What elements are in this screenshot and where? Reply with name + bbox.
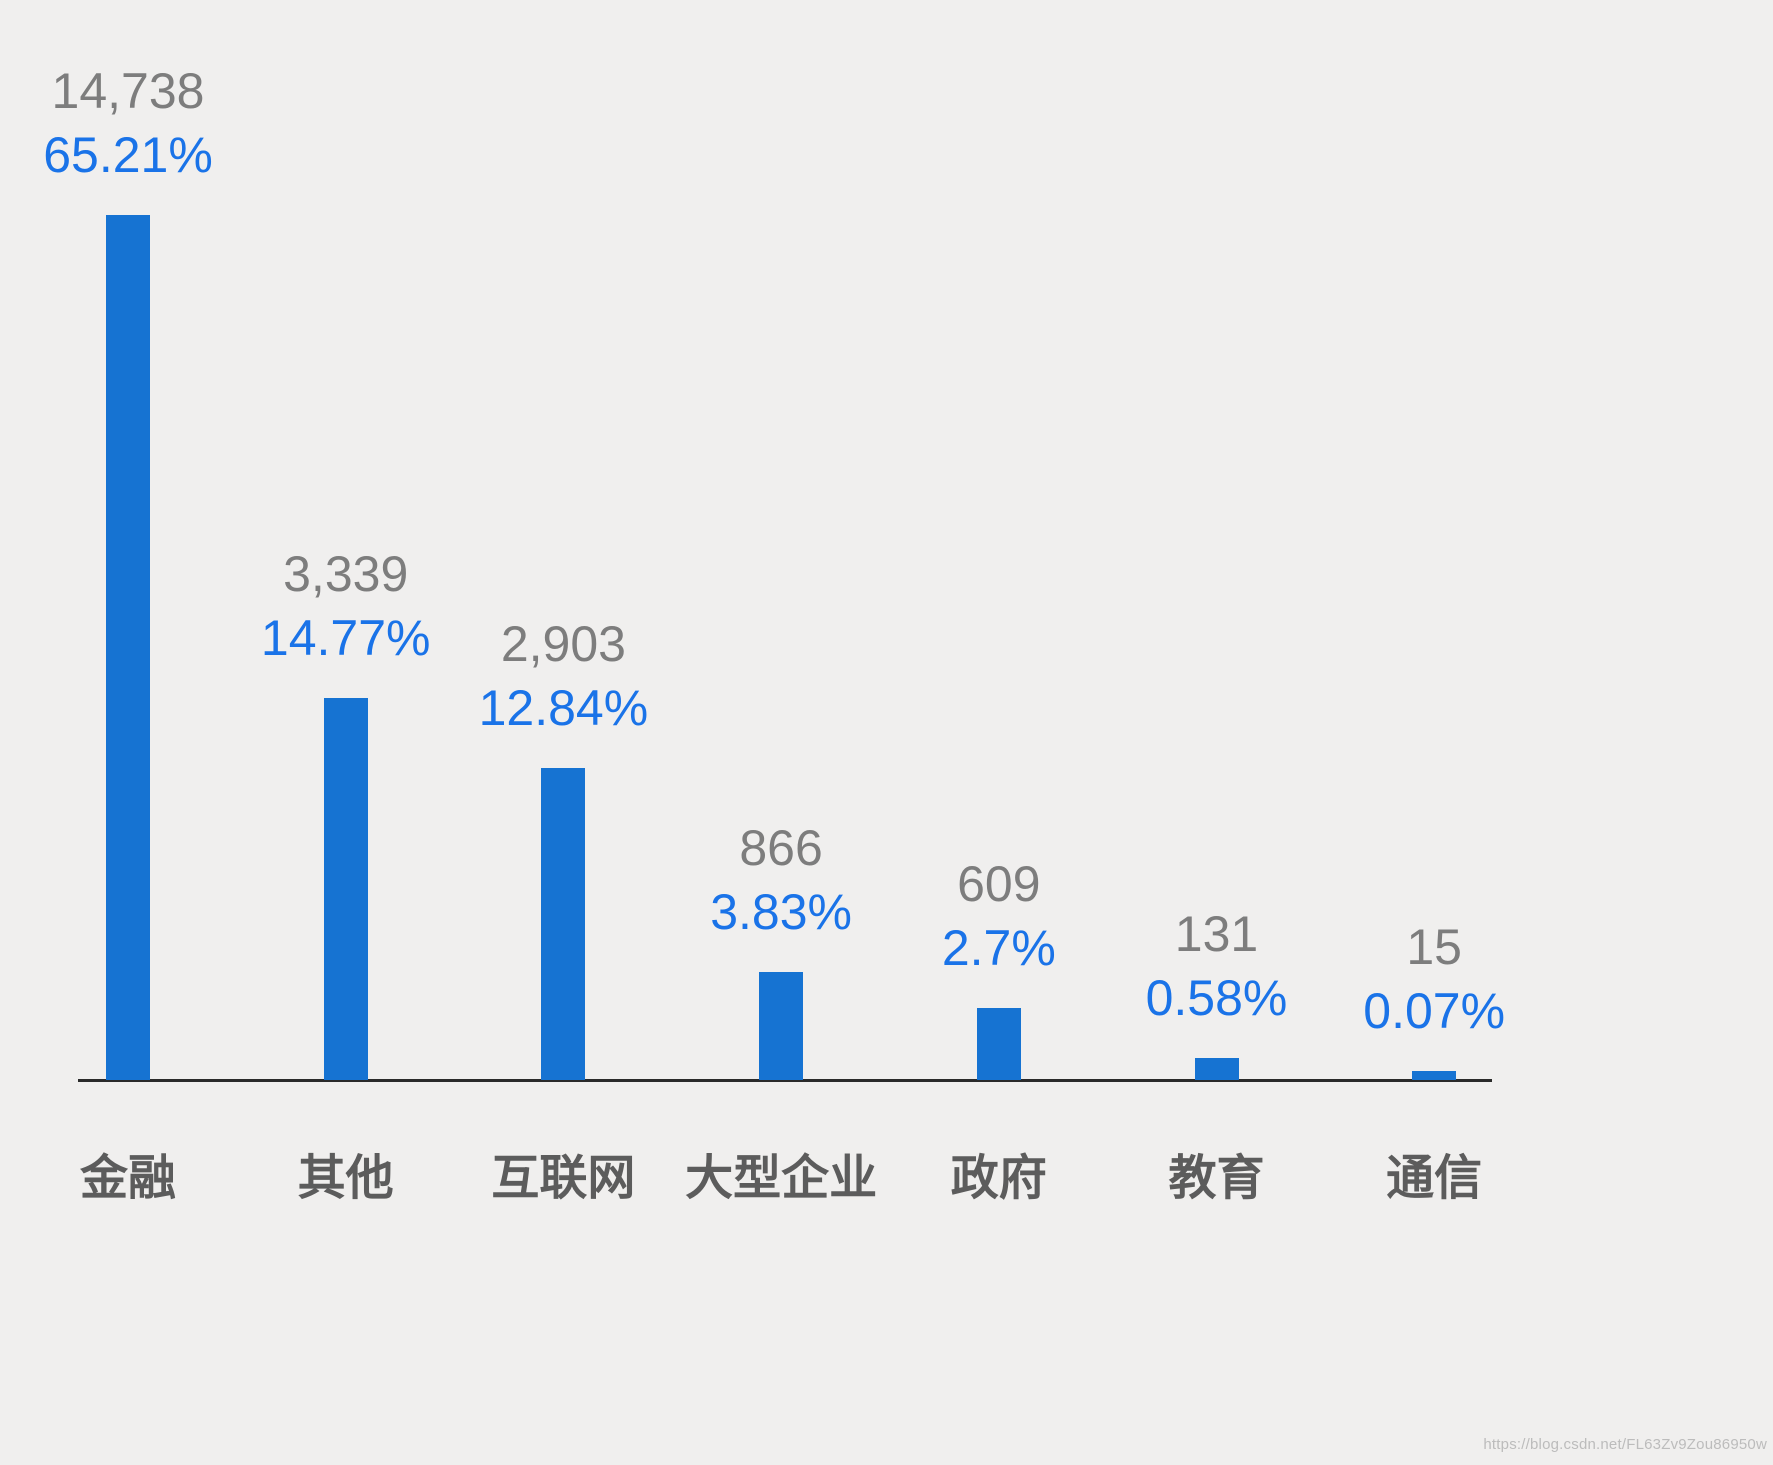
category-label: 通信 xyxy=(1386,1152,1483,1205)
percent-label: 12.84% xyxy=(478,680,649,736)
bar-label-stack: 3,339 14.77% xyxy=(176,542,516,670)
bar-5 xyxy=(976,1008,1021,1080)
percent-label: 2.7% xyxy=(941,920,1056,976)
bar-7 xyxy=(1412,1071,1457,1080)
value-label: 131 xyxy=(1174,906,1259,962)
percent-label: 3.83% xyxy=(710,884,852,940)
category-label: 政府 xyxy=(950,1152,1047,1205)
x-axis-line xyxy=(78,1079,1492,1082)
category-label: 教育 xyxy=(1168,1152,1265,1205)
category-label: 金融 xyxy=(79,1152,176,1205)
bar-label-stack: 131 0.58% xyxy=(1047,902,1387,1030)
value-label: 15 xyxy=(1406,919,1462,975)
value-label: 2,903 xyxy=(500,616,626,672)
bar-1 xyxy=(106,215,150,1080)
value-label: 3,339 xyxy=(283,546,409,602)
bar-4 xyxy=(759,972,804,1080)
category-label: 其他 xyxy=(297,1152,394,1205)
bar-label-stack: 14,738 65.21% xyxy=(0,59,298,187)
bar-3 xyxy=(541,768,586,1080)
percent-label: 65.21% xyxy=(43,127,213,183)
bar-label-stack: 609 2.7% xyxy=(829,852,1169,980)
category-label: 大型企业 xyxy=(685,1152,878,1205)
percent-label: 0.07% xyxy=(1363,983,1506,1039)
watermark-url: https://blog.csdn.net/FL63Zv9Zou86950w xyxy=(1483,1436,1767,1453)
percent-label: 0.58% xyxy=(1145,970,1288,1026)
bar-label-stack: 2,903 12.84% xyxy=(393,612,733,740)
bar-2 xyxy=(323,698,368,1080)
bar-6 xyxy=(1194,1058,1239,1080)
percent-label: 14.77% xyxy=(260,610,431,666)
category-label: 互联网 xyxy=(491,1152,636,1205)
bar-label-stack: 866 3.83% xyxy=(611,816,951,944)
value-label: 14,738 xyxy=(51,63,205,119)
value-label: 609 xyxy=(957,856,1041,912)
value-label: 866 xyxy=(739,820,823,876)
bar-label-stack: 15 0.07% xyxy=(1264,915,1604,1043)
